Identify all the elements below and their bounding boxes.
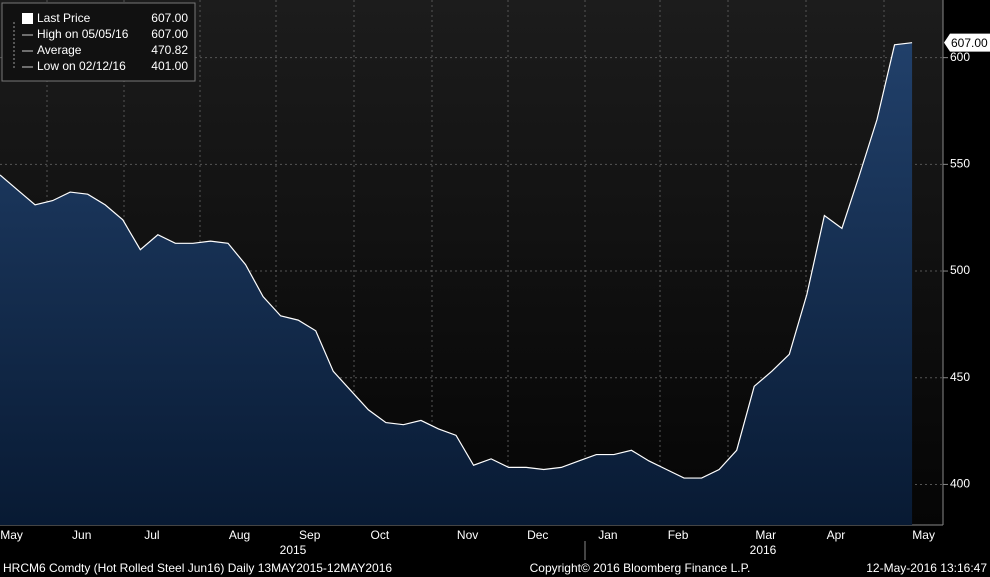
- legend-value: 607.00: [151, 11, 188, 25]
- y-tick-label: 600: [950, 50, 970, 64]
- x-tick-label: Oct: [371, 528, 390, 542]
- price-line: [0, 42, 913, 479]
- y-tick-label: 550: [950, 157, 970, 171]
- x-tick-label: Aug: [229, 528, 250, 542]
- y-tick-label: 500: [950, 263, 970, 277]
- x-tick-label: May: [912, 528, 935, 542]
- legend-box: [1, 2, 196, 82]
- x-tick-label: Apr: [827, 528, 846, 542]
- legend-value: 607.00: [151, 27, 188, 41]
- footer-left: HRCM6 Comdty (Hot Rolled Steel Jun16) Da…: [3, 561, 392, 575]
- legend-value: 401.00: [151, 59, 188, 73]
- x-tick-label: May: [0, 528, 23, 542]
- x-tick-label: Jul: [144, 528, 159, 542]
- x-tick-label: Sep: [299, 528, 321, 542]
- legend: Last Price 607.00 High on 05/05/16 607.00 Av…: [1, 2, 196, 82]
- x-tick-label: Dec: [527, 528, 548, 542]
- legend-name: Low on 02/12/16: [37, 59, 126, 73]
- year-label: 2015: [280, 543, 307, 557]
- y-tick-label: 400: [950, 477, 970, 491]
- y-tick-label: 450: [950, 370, 970, 384]
- legend-value: 470.82: [151, 43, 188, 57]
- legend-name: High on 05/05/16: [37, 27, 129, 41]
- legend-swatch: [22, 13, 33, 24]
- area-fill: [0, 42, 913, 526]
- x-tick-label: Nov: [457, 528, 478, 542]
- last-price-label: 607.00: [951, 36, 988, 50]
- legend-name: Last Price: [37, 11, 91, 25]
- x-tick-label: Feb: [668, 528, 689, 542]
- legend-name: Average: [37, 43, 82, 57]
- footer-right: 12-May-2016 13:16:47: [866, 561, 987, 575]
- year-label: 2016: [750, 543, 777, 557]
- x-tick-label: Mar: [755, 528, 776, 542]
- x-tick-label: Jun: [72, 528, 91, 542]
- last-price-tag: [944, 33, 990, 52]
- footer-center: Copyright© 2016 Bloomberg Finance L.P.: [530, 561, 751, 575]
- x-tick-label: Jan: [598, 528, 617, 542]
